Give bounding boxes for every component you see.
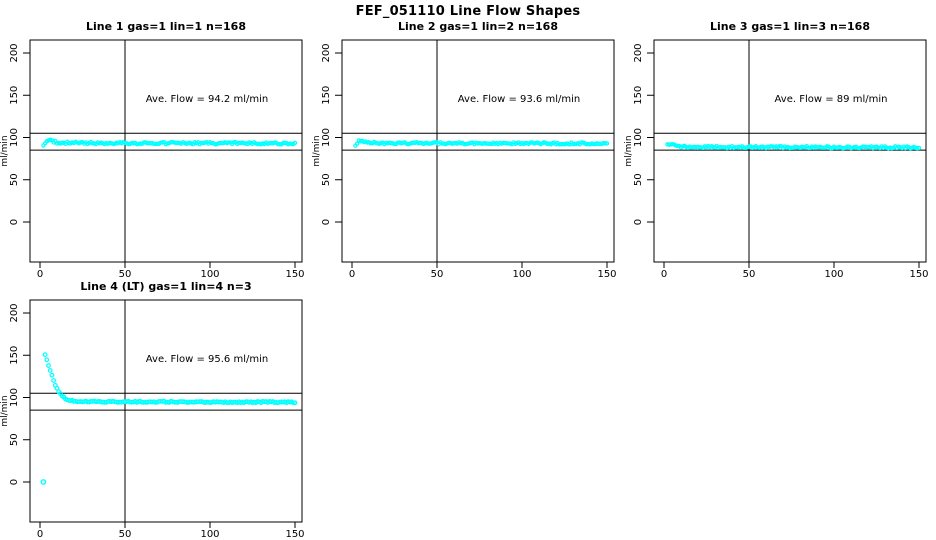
chart-panel-line-2: Line 2 gas=1 lin=2 n=168 0 50 100 150 0 50 100…	[312, 20, 617, 280]
panel-title: Line 3 gas=1 lin=3 n=168	[710, 20, 870, 33]
average-flow-annotation: Ave. Flow = 93.6 ml/min	[458, 94, 580, 105]
axes: 0 50 100 150 0 50 100 150 200	[9, 43, 305, 280]
svg-text:200: 200	[321, 43, 332, 62]
chart-panel-line-1: Line 1 gas=1 lin=1 n=168 0 50 100 150 0 50 100…	[0, 20, 305, 280]
y-axis-label: ml/min	[0, 135, 10, 166]
reference-lines	[30, 300, 302, 522]
svg-text:50: 50	[743, 269, 756, 280]
svg-text:150: 150	[597, 269, 616, 280]
svg-text:150: 150	[909, 269, 928, 280]
average-flow-annotation: Ave. Flow = 94.2 ml/min	[146, 94, 268, 105]
data-points	[353, 138, 610, 148]
svg-text:50: 50	[633, 173, 644, 186]
svg-text:0: 0	[349, 269, 355, 280]
svg-text:100: 100	[824, 269, 843, 280]
svg-text:0: 0	[37, 269, 43, 280]
chart-panel-line-4: Line 4 (LT) gas=1 lin=4 n=3 0 50 100 150 0 50…	[0, 280, 305, 540]
plot-box	[341, 39, 615, 263]
plot-box	[29, 299, 303, 523]
svg-text:150: 150	[321, 86, 332, 105]
svg-text:50: 50	[321, 173, 332, 186]
svg-text:50: 50	[431, 269, 444, 280]
svg-text:200: 200	[633, 43, 644, 62]
svg-text:0: 0	[321, 219, 332, 225]
axes: 0 50 100 150 0 50 100 150 200	[9, 303, 305, 540]
svg-text:0: 0	[9, 219, 20, 225]
svg-text:0: 0	[661, 269, 667, 280]
axes: 0 50 100 150 0 50 100 150 200	[633, 43, 929, 280]
svg-text:50: 50	[9, 433, 20, 446]
average-flow-annotation: Ave. Flow = 95.6 ml/min	[146, 354, 268, 365]
svg-text:0: 0	[9, 479, 20, 485]
svg-text:50: 50	[119, 269, 132, 280]
reference-lines	[30, 40, 302, 262]
svg-text:150: 150	[285, 269, 304, 280]
main-title: FEF_051110 Line Flow Shapes	[355, 4, 581, 19]
plot-box	[29, 39, 303, 263]
panel-title: Line 4 (LT) gas=1 lin=4 n=3	[80, 280, 251, 293]
svg-text:50: 50	[119, 529, 132, 540]
data-points	[41, 137, 298, 148]
svg-text:100: 100	[200, 269, 219, 280]
data-points	[665, 141, 922, 151]
svg-text:100: 100	[512, 269, 531, 280]
reference-lines	[342, 40, 614, 262]
svg-text:150: 150	[9, 86, 20, 105]
svg-text:100: 100	[9, 128, 20, 147]
axes: 0 50 100 150 0 50 100 150 200	[321, 43, 617, 280]
svg-text:100: 100	[321, 128, 332, 147]
svg-text:200: 200	[9, 43, 20, 62]
svg-text:150: 150	[285, 529, 304, 540]
svg-text:100: 100	[9, 388, 20, 407]
y-axis-label: ml/min	[312, 135, 322, 166]
y-axis-label: ml/min	[0, 395, 10, 426]
y-axis-label: ml/min	[624, 135, 634, 166]
svg-text:150: 150	[633, 86, 644, 105]
svg-text:0: 0	[633, 219, 644, 225]
data-points	[40, 352, 298, 485]
plot-box	[653, 39, 927, 263]
svg-text:50: 50	[9, 173, 20, 186]
reference-lines	[654, 40, 926, 262]
svg-text:150: 150	[9, 346, 20, 365]
average-flow-annotation: Ave. Flow = 89 ml/min	[775, 94, 888, 105]
svg-text:200: 200	[9, 303, 20, 322]
chart-panel-line-3: Line 3 gas=1 lin=3 n=168 0 50 100 150 0 50 100…	[624, 20, 929, 280]
panel-title: Line 1 gas=1 lin=1 n=168	[86, 20, 246, 33]
svg-text:100: 100	[633, 128, 644, 147]
panel-title: Line 2 gas=1 lin=2 n=168	[398, 20, 558, 33]
svg-text:100: 100	[200, 529, 219, 540]
svg-text:0: 0	[37, 529, 43, 540]
